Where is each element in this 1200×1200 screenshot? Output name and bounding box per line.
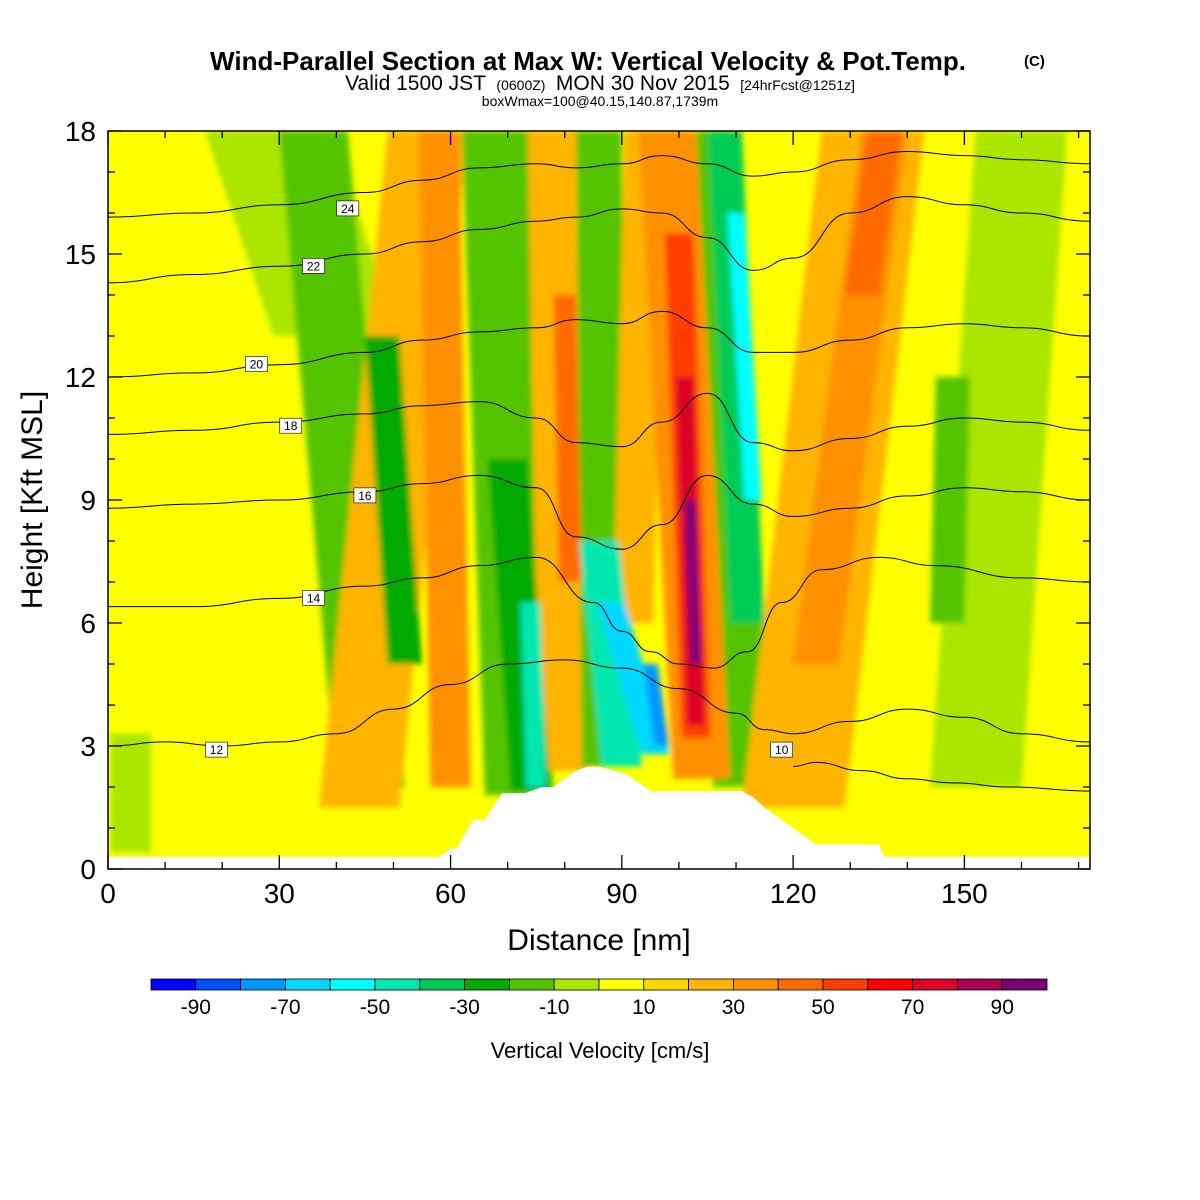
colorbar-label: -70 (270, 996, 300, 1019)
x-tick-label: 60 (435, 878, 466, 909)
colorbar-swatch (867, 978, 913, 991)
y-tick-label: 3 (80, 731, 96, 762)
velocity-band-27 (685, 500, 702, 664)
contour-label-14: 14 (302, 590, 325, 606)
title-copyright: (C) (1024, 53, 1045, 70)
colorbar-swatch (240, 978, 286, 991)
theta-contour-24 (108, 150, 1090, 218)
velocity-band-11 (930, 377, 971, 623)
contour-label-10: 10 (770, 741, 793, 758)
terrain-mask (108, 766, 1090, 869)
colorbar-swatch (1001, 978, 1048, 991)
velocity-field (110, 131, 1068, 853)
colorbar-swatch (464, 978, 510, 991)
contour-label-18: 18 (279, 417, 302, 434)
theta-contours (108, 150, 1090, 792)
colorbar-swatch (598, 978, 645, 991)
y-axis-label: Height [Kft MSL] (16, 391, 49, 609)
x-tick-label: 30 (264, 878, 295, 909)
colorbar-swatch (150, 978, 197, 991)
colorbar-label: 30 (722, 996, 745, 1019)
velocity-band-21 (579, 541, 642, 767)
colorbar-label: 50 (811, 996, 834, 1019)
theta-contour-22 (108, 196, 1090, 284)
colorbar-swatch (195, 978, 242, 991)
colorbar-label: -10 (539, 996, 569, 1019)
y-tick-label: 9 (80, 485, 96, 516)
y-tick-label: 6 (80, 608, 96, 639)
contour-label-20: 20 (245, 356, 268, 373)
svg-text:22: 22 (307, 259, 321, 273)
colorbar-swatch (553, 978, 600, 991)
velocity-band-19 (844, 131, 902, 295)
colorbar-label: -90 (181, 996, 211, 1019)
velocity-band-2 (930, 131, 1068, 787)
theta-contour-10 (793, 761, 1090, 792)
title-valid-line: Valid 1500 JST (0600Z) MON 30 Nov 2015 [… (345, 72, 855, 95)
svg-text:12: 12 (210, 743, 224, 757)
colorbar-label: 90 (991, 996, 1014, 1019)
velocity-band-0 (110, 733, 151, 853)
y-tick-label: 18 (65, 116, 96, 147)
colorbar-swatch (284, 978, 331, 991)
contour-label-16: 16 (353, 487, 377, 504)
colorbar-swatch (374, 978, 421, 991)
chart-title: Wind-Parallel Section at Max W: Vertical… (210, 46, 1045, 109)
theta-contour-18 (108, 392, 1090, 452)
x-tick-label: 150 (941, 878, 988, 909)
title-box-info: boxWmax=100@40.15,140.87,1739m (482, 93, 718, 109)
svg-text:18: 18 (284, 419, 298, 433)
colorbar-swatch (733, 978, 779, 991)
colorbar-label: 10 (632, 996, 655, 1019)
y-tick-label: 15 (65, 239, 96, 270)
contour-labels: 10 12 14 16 18 20 22 24 (205, 200, 793, 758)
valid-date: MON 30 Nov 2015 (556, 72, 730, 95)
colorbar-swatch (777, 978, 824, 991)
colorbar-title: Vertical Velocity [cm/s] (491, 1038, 710, 1063)
svg-text:14: 14 (307, 591, 321, 605)
theta-contour-16 (108, 474, 1090, 550)
axis-ticks: 0 30 60 90 120 150 0 3 6 9 12 15 18 (65, 116, 1090, 909)
svg-text:16: 16 (358, 489, 372, 503)
svg-text:20: 20 (250, 358, 264, 372)
x-tick-label: 0 (100, 878, 116, 909)
colorbar-swatch (688, 978, 734, 991)
colorbar-label: -50 (360, 996, 390, 1019)
colorbar-swatch (508, 978, 555, 991)
colorbar-label: -30 (449, 996, 479, 1019)
svg-text:24: 24 (341, 202, 355, 216)
colorbar-swatch (419, 978, 465, 991)
y-tick-label: 0 (80, 854, 96, 885)
colorbar-swatch (957, 978, 1003, 991)
x-tick-label: 90 (606, 878, 637, 909)
theta-contour-20 (108, 310, 1090, 378)
velocity-band-17 (553, 295, 582, 582)
x-axis-label: Distance [nm] (507, 924, 690, 957)
theta-contour-12 (108, 659, 1090, 747)
contour-label-24: 24 (336, 200, 360, 217)
valid-utc: (0600Z) (496, 77, 545, 93)
velocity-band-12 (364, 336, 423, 664)
colorbar: -90 -70 -50 -30 -10 10 30 50 70 90 (150, 978, 1048, 1019)
contour-label-22: 22 (302, 257, 325, 274)
valid-prefix: Valid 1500 JST (345, 72, 486, 95)
y-tick-label: 12 (65, 362, 96, 393)
title-main: Wind-Parallel Section at Max W: Vertical… (210, 46, 966, 76)
x-tick-label: 120 (770, 878, 817, 909)
theta-contour-14 (108, 556, 1090, 669)
contour-label-12: 12 (205, 741, 228, 758)
velocity-band-23 (727, 213, 762, 500)
svg-text:10: 10 (775, 743, 789, 757)
plot-area (108, 131, 1090, 869)
colorbar-swatch (912, 978, 958, 991)
velocity-band-13 (419, 131, 471, 787)
velocity-band-20 (520, 602, 547, 787)
colorbar-swatch (822, 978, 869, 991)
colorbar-swatch (643, 978, 689, 991)
forecast-info: [24hrFcst@1251z] (740, 77, 855, 93)
velocity-band-26 (643, 664, 669, 746)
colorbar-swatch (329, 978, 376, 991)
colorbar-label: 70 (901, 996, 924, 1019)
